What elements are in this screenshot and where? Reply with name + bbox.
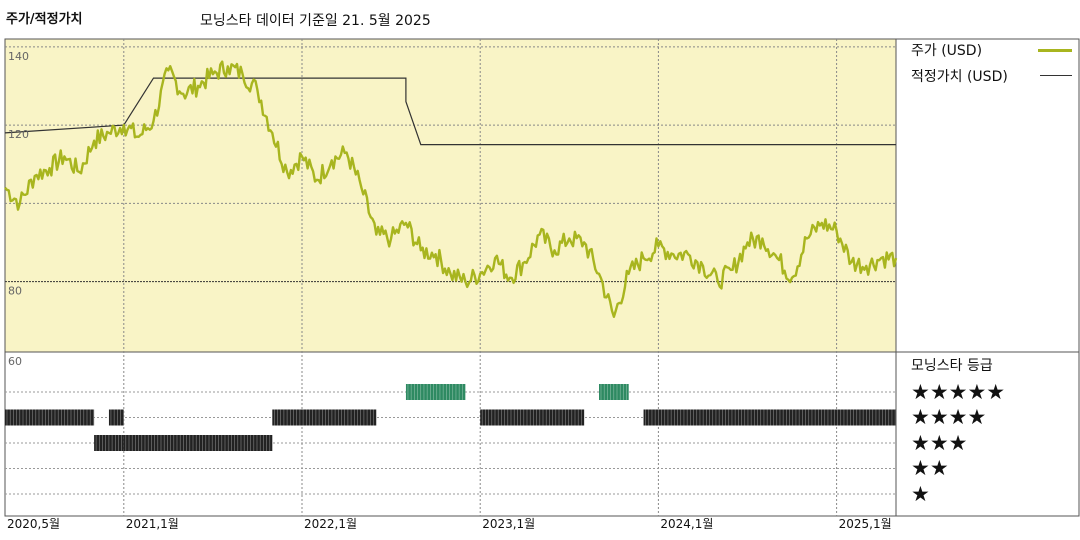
series-lines [4, 60, 898, 318]
y-tick-label: 80 [8, 285, 22, 298]
x-tick-label: 2023,1월 [482, 517, 535, 531]
star-row-5: ★★★★★ [911, 380, 1006, 404]
rating-bar-4-star [5, 409, 95, 426]
rating-bar-fill [643, 409, 896, 426]
x-tick-label: 2022,1월 [304, 517, 357, 531]
rating-bar-5-star [599, 384, 629, 400]
legend-price-label: 주가 (USD) [911, 43, 983, 59]
y-tick-label: 120 [8, 128, 29, 141]
tick-labels: 140 120 80 60 2020,5월 2021,1월 2022,1월 2023,1월 20… [7, 50, 892, 531]
star-row-4: ★★★★ [911, 405, 987, 429]
legend-price-swatch [1038, 49, 1072, 52]
outer-frame [4, 38, 1080, 517]
chart-title: 주가/적정가치 [6, 12, 83, 27]
data-date-subtitle: 모닝스타 데이터 기준일 21. 5월 2025 [200, 13, 431, 29]
rating-bar-5-star [405, 384, 466, 400]
price-plot-background [5, 39, 896, 352]
rating-bar-3-star [94, 435, 124, 451]
star-row-2: ★★ [911, 456, 949, 480]
y-tick-label: 140 [8, 50, 29, 63]
rating-bar-fill [5, 409, 95, 426]
rating-bar-4-star [108, 409, 125, 426]
rating-bar-fill [94, 435, 124, 451]
star-row-1: ★ [911, 482, 930, 506]
legend-fair-swatch [1040, 75, 1072, 76]
x-tick-label: 2024,1월 [660, 517, 713, 531]
rating-bar-fill [599, 384, 629, 400]
rating-bars [5, 384, 896, 451]
star-row-3: ★★★ [911, 431, 968, 455]
rating-bar-fill [480, 409, 585, 426]
y-tick-label: 60 [8, 355, 22, 368]
rating-bar-fill [405, 384, 466, 400]
rating-bar-4-star [643, 409, 896, 426]
rating-bar-fill [272, 409, 377, 426]
rating-title: 모닝스타 등급 [911, 358, 993, 374]
rating-bar-fill [108, 409, 124, 426]
rating-bar-3-star [123, 435, 273, 451]
price-line [4, 60, 898, 318]
rating-bar-fill [123, 435, 273, 451]
x-tick-label: 2025,1월 [839, 517, 892, 531]
legend-fair-label: 적정가치 (USD) [911, 69, 1008, 85]
rating-bar-4-star [272, 409, 377, 426]
rating-bar-4-star [480, 409, 585, 426]
x-tick-label: 2021,1월 [126, 517, 179, 531]
x-tick-label: 2020,5월 [7, 517, 60, 531]
plot-area [4, 38, 1080, 517]
